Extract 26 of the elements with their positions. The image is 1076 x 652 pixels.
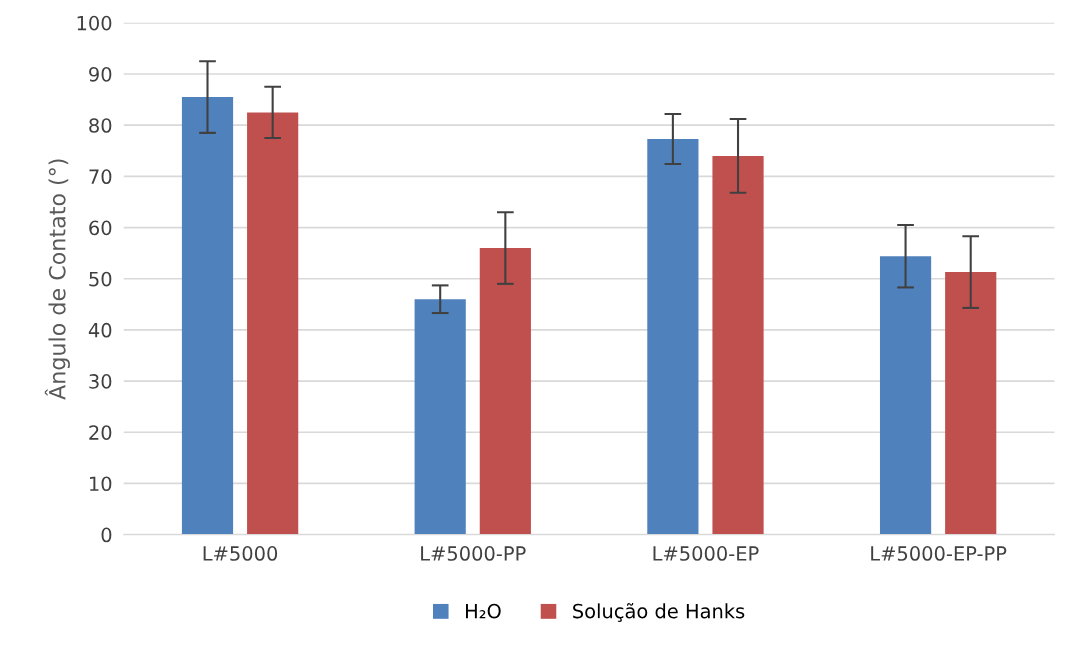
y-tick-label: 100 [77, 15, 112, 31]
y-tick-label: 10 [90, 476, 112, 492]
bar [479, 248, 531, 535]
y-tick-label: 80 [89, 118, 112, 133]
bar [712, 155, 764, 535]
bar [181, 97, 234, 535]
bar [879, 256, 932, 535]
y-axis-title: Ângulo de Contato (°) [44, 159, 70, 400]
bar [247, 112, 299, 535]
legend-label: H₂O [466, 603, 501, 619]
y-tick-label: 50 [89, 271, 112, 287]
y-tick-label: 0 [101, 527, 112, 543]
y-tick-label: 40 [88, 322, 112, 338]
x-tick-label: L#5000-PP [421, 546, 526, 561]
y-tick-label: 20 [89, 425, 112, 440]
x-tick-label: L#5000 [203, 546, 278, 561]
y-tick-label: 30 [89, 374, 112, 389]
x-tick-label: L#5000-EP-PP [871, 546, 1007, 561]
bar [945, 272, 997, 535]
x-tick-label: L#5000-EP [653, 546, 759, 561]
bar [647, 139, 699, 535]
y-tick-label: 70 [89, 169, 112, 185]
legend-label: Solução de Hanks [573, 603, 745, 622]
bar [414, 299, 466, 535]
y-tick-label: 90 [89, 66, 112, 82]
y-tick-label: 60 [89, 220, 112, 236]
